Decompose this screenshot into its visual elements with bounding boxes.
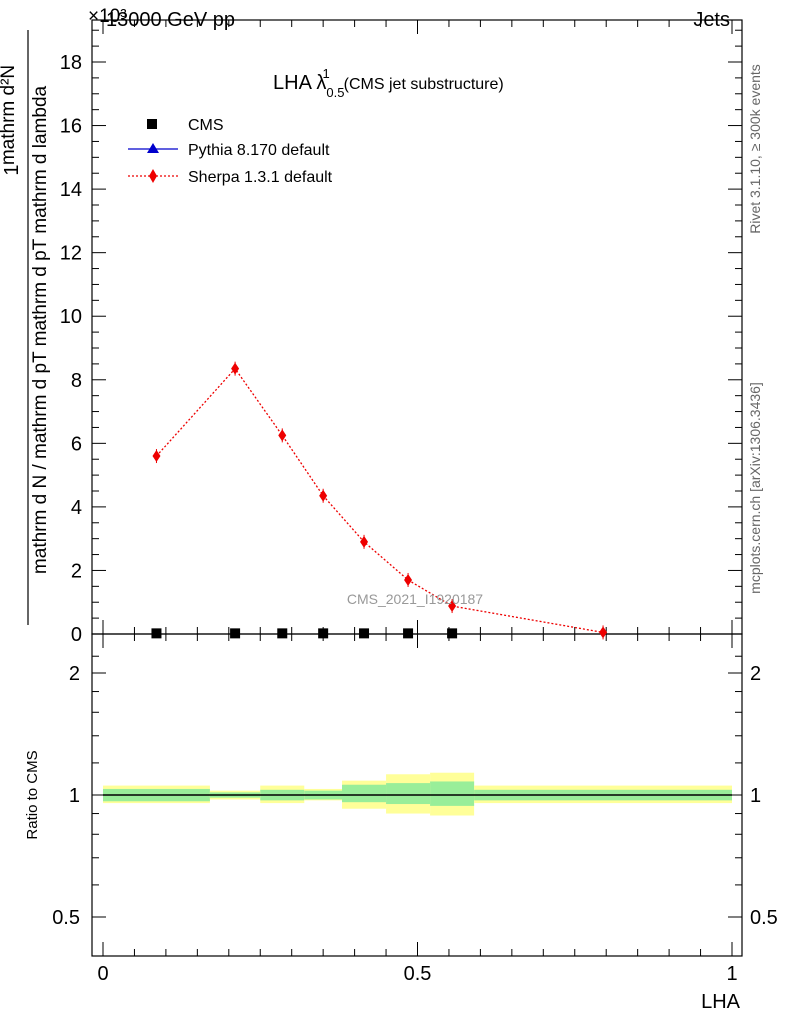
ratio-y-axis-title: Ratio to CMS xyxy=(24,750,41,839)
sherpa-point xyxy=(278,429,287,442)
energy-label: 13000 GeV pp xyxy=(106,9,235,31)
sherpa-point xyxy=(448,600,457,613)
y-tick-label: 6 xyxy=(71,433,82,455)
analysis-watermark: CMS_2021_I1920187 xyxy=(347,591,483,607)
stat-uncertainty-band xyxy=(386,783,431,805)
ylabel-numerator-one: 1 xyxy=(1,164,23,175)
sherpa-point xyxy=(404,573,413,586)
plot-title: LHA λ0.51(CMS jet substructure) xyxy=(273,66,504,100)
x-tick-label: 1 xyxy=(726,963,737,985)
y-tick-label: 4 xyxy=(71,497,82,519)
ratio-y-tick-label-right: 1 xyxy=(750,785,761,807)
title-superscript: 1 xyxy=(322,66,329,81)
process-label: Jets xyxy=(693,9,730,31)
mcplots-label: mcplots.cern.ch [arXiv:1306.3436] xyxy=(747,382,763,594)
legend-sherpa-label: Sherpa 1.3.1 default xyxy=(188,169,333,186)
cms-point xyxy=(359,628,370,639)
x-tick-label: 0.5 xyxy=(404,963,432,985)
x-tick-label: 0 xyxy=(97,963,108,985)
ratio-y-tick-label: 1 xyxy=(69,785,80,807)
cms-point xyxy=(151,628,162,639)
y-tick-label: 12 xyxy=(60,243,82,265)
stat-uncertainty-band xyxy=(430,781,475,806)
title-subscript: 0.5 xyxy=(326,85,344,100)
ratio-axes: 0.5 0.5 1 1 2 2 0 0.5 1 xyxy=(52,634,778,985)
legend-sherpa-marker xyxy=(149,169,157,183)
ratio-uncertainty-bands xyxy=(103,772,732,816)
legend-cms-label: CMS xyxy=(188,117,224,134)
y-tick-label: 18 xyxy=(60,52,82,74)
sherpa-point xyxy=(360,535,369,548)
sherpa-point xyxy=(231,362,240,375)
rivet-version-label: Rivet 3.1.10, ≥ 300k events xyxy=(747,64,763,234)
cms-point xyxy=(447,628,458,639)
sherpa-point xyxy=(152,450,161,463)
main-y-axis-title: 1 mathrm d N / mathrm d pT mathrm d pT m… xyxy=(0,30,51,625)
y-tick-label: 10 xyxy=(60,306,82,328)
cms-point xyxy=(230,628,241,639)
ylabel-numerator: mathrm d²N xyxy=(0,65,19,165)
legend: CMS Pythia 8.170 default Sherpa 1.3.1 de… xyxy=(128,117,333,186)
main-y-axis: 0 2 4 6 8 10 12 14 16 18 xyxy=(60,20,742,646)
y-tick-label: 0 xyxy=(71,624,82,646)
y-tick-label: 8 xyxy=(71,370,82,392)
ratio-y-tick-label: 2 xyxy=(69,663,80,685)
cms-point xyxy=(318,628,329,639)
cms-point xyxy=(403,628,414,639)
ratio-y-tick-label: 0.5 xyxy=(52,907,80,929)
x-axis-title: LHA xyxy=(701,991,741,1013)
stat-uncertainty-band xyxy=(342,784,387,803)
ratio-y-tick-label-right: 2 xyxy=(750,663,761,685)
legend-pythia-marker xyxy=(147,143,159,153)
sherpa-point xyxy=(599,626,608,639)
cms-point xyxy=(277,628,288,639)
main-data-series xyxy=(151,361,608,640)
legend-pythia-label: Pythia 8.170 default xyxy=(188,142,330,159)
sherpa-point xyxy=(319,489,328,502)
exponent-label: ×10³ xyxy=(88,6,127,27)
title-suffix: (CMS jet substructure) xyxy=(344,76,504,93)
y-tick-label: 14 xyxy=(60,179,82,201)
main-frame xyxy=(91,19,743,635)
y-tick-label: 2 xyxy=(71,560,82,582)
ratio-y-tick-label-right: 0.5 xyxy=(750,907,778,929)
ylabel-denominator: mathrm d N / mathrm d pT mathrm d pT mat… xyxy=(30,85,51,574)
y-tick-label: 16 xyxy=(60,116,82,138)
legend-cms-marker xyxy=(147,119,157,129)
